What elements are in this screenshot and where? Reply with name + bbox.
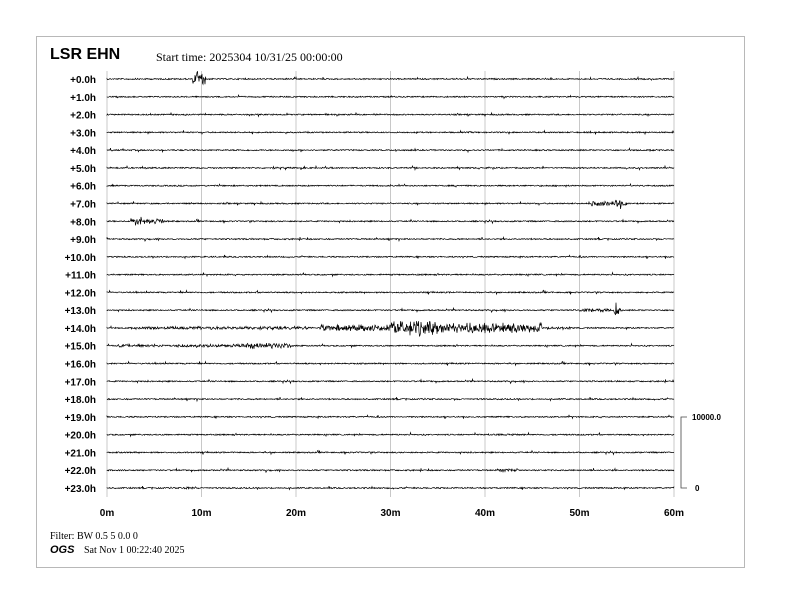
x-tick-label: 40m bbox=[475, 508, 495, 519]
x-tick-label: 0m bbox=[100, 508, 115, 519]
row-label: +2.0h bbox=[70, 111, 96, 122]
trace-line bbox=[106, 360, 675, 367]
row-label: +19.0h bbox=[65, 413, 96, 424]
trace-line bbox=[106, 271, 675, 278]
row-label: +23.0h bbox=[65, 484, 96, 495]
scale-top-label: 10000.0 bbox=[692, 413, 721, 422]
row-label: +10.0h bbox=[65, 253, 96, 264]
row-label: +18.0h bbox=[65, 395, 96, 406]
row-label: +21.0h bbox=[65, 448, 96, 459]
trace-line bbox=[106, 431, 675, 438]
scale-bar bbox=[680, 416, 687, 489]
trace-line bbox=[106, 129, 675, 136]
generated-timestamp: Sat Nov 1 00:22:40 2025 bbox=[84, 545, 185, 556]
trace-line bbox=[106, 199, 675, 210]
row-label: +14.0h bbox=[65, 324, 96, 335]
trace-line bbox=[106, 182, 675, 188]
row-label: +11.0h bbox=[65, 271, 96, 282]
row-label: +4.0h bbox=[70, 146, 96, 157]
row-label: +17.0h bbox=[65, 377, 96, 388]
start-time: Start time: 2025304 10/31/25 00:00:00 bbox=[156, 50, 343, 64]
x-tick-label: 30m bbox=[380, 508, 400, 519]
scale-bottom-label: 0 bbox=[695, 484, 700, 493]
row-label: +20.0h bbox=[65, 431, 96, 442]
trace-line bbox=[106, 396, 675, 403]
row-label: +8.0h bbox=[70, 217, 96, 228]
row-label: +5.0h bbox=[70, 164, 96, 175]
row-label: +9.0h bbox=[70, 235, 96, 246]
x-tick-label: 20m bbox=[286, 508, 306, 519]
trace-line bbox=[106, 377, 675, 385]
trace-line bbox=[106, 466, 675, 474]
row-label: +12.0h bbox=[65, 288, 96, 299]
row-label: +3.0h bbox=[70, 128, 96, 139]
trace-line bbox=[106, 254, 675, 260]
row-label: +16.0h bbox=[65, 360, 96, 371]
plot-frame bbox=[36, 36, 745, 568]
row-label: +7.0h bbox=[70, 199, 96, 210]
row-label: +22.0h bbox=[65, 466, 96, 477]
trace-line bbox=[106, 236, 675, 243]
org-logo: OGS bbox=[50, 544, 75, 556]
trace-line bbox=[106, 93, 675, 100]
trace-line bbox=[106, 342, 675, 350]
station-title: LSR EHN bbox=[50, 46, 121, 63]
row-label: +6.0h bbox=[70, 182, 96, 193]
x-tick-label: 10m bbox=[191, 508, 211, 519]
trace-line bbox=[106, 414, 675, 420]
row-label: +13.0h bbox=[65, 306, 96, 317]
trace-line bbox=[106, 164, 675, 171]
trace-line bbox=[106, 147, 675, 154]
filter-info: Filter: BW 0.5 5 0.0 0 bbox=[50, 531, 138, 542]
trace-line bbox=[106, 289, 675, 296]
trace-line bbox=[106, 111, 675, 118]
trace-line bbox=[106, 449, 675, 456]
trace-line bbox=[106, 485, 675, 491]
trace-line bbox=[106, 71, 675, 86]
trace-line bbox=[106, 321, 675, 338]
row-label: +0.0h bbox=[70, 75, 96, 86]
row-label: +15.0h bbox=[65, 342, 96, 353]
x-tick-label: 60m bbox=[664, 508, 684, 519]
row-label: +1.0h bbox=[70, 93, 96, 104]
trace-line bbox=[106, 216, 675, 226]
trace-line bbox=[106, 302, 675, 316]
x-tick-label: 50m bbox=[569, 508, 589, 519]
